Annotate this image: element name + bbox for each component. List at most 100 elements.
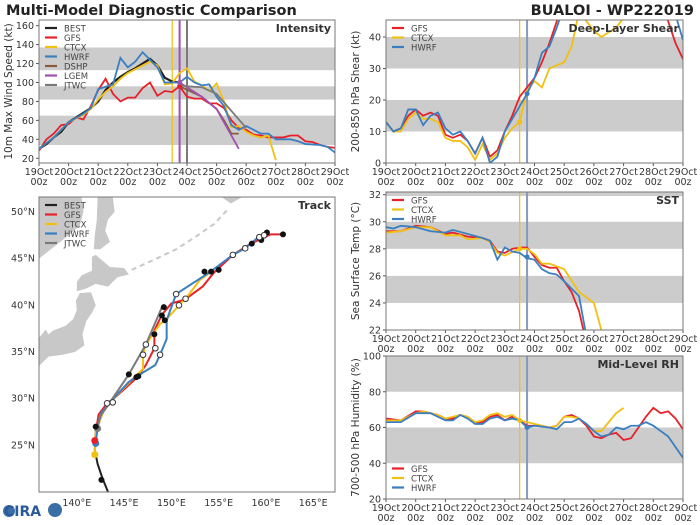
intensity-series-hwrf [39,50,335,154]
track-lon-tick: 150°E [157,498,186,509]
sst-xtick-hour: 00z [496,344,513,355]
intensity-xtick-day: 27Oct [262,167,291,178]
intensity-xtick-hour: 00z [267,177,284,188]
sst-xtick-hour: 00z [526,344,543,355]
shear-xtick-hour: 00z [496,177,513,188]
shear-xtick-day: 20Oct [401,167,430,178]
shear-series-hwrf [386,20,683,163]
track-point-open [260,231,268,239]
rh-xtick-hour: 00z [556,513,573,524]
sst-xtick-hour: 00z [674,344,691,355]
rh-ytick-label: 100 [363,352,381,363]
rh-xtick-day: 19Oct [372,503,401,514]
track-lat-tick: 35°N [11,347,35,358]
intensity-init-marker-lgem [177,80,183,86]
logo-globe-icon [3,505,15,517]
shear-frame [385,19,684,164]
intensity-xtick-hour: 00z [119,177,136,188]
shear-xtick-day: 21Oct [431,167,460,178]
land-mass [76,254,129,292]
intensity-xtick-day: 28Oct [291,167,320,178]
legend-label-hwrf: HWRF [64,230,90,240]
track-point-open [229,251,237,259]
sst-panel-title: SST [656,194,679,207]
intensity-xtick-hour: 00z [297,177,314,188]
track-point-filled [201,268,208,275]
sst-xtick-day: 27Oct [609,334,638,345]
legend-label-lgem: LGEM [64,72,88,82]
intensity-ytick-label: 160 [16,21,34,32]
shear-ytick-label: 0 [375,159,381,170]
shear-ytick-label: 10 [369,127,381,138]
sst-xtick-day: 22Oct [461,334,490,345]
rh-ytick-label: 60 [369,423,381,434]
legend-label-ctcx: CTCX [411,206,434,216]
rh-xtick-day: 25Oct [550,503,579,514]
shear-xtick-day: 24Oct [520,167,549,178]
rh-xtick-day: 27Oct [609,503,638,514]
shear-shaded-band [386,37,683,69]
track-point-open [142,341,150,348]
shear-panel-title: Deep-Layer Shear [568,22,679,35]
rh-frame [385,355,684,500]
legend-label-best: BEST [64,202,87,212]
track-lat-tick: 25°N [11,440,35,451]
logo-wave-icon [48,503,62,517]
rh-shaded-band [386,356,683,392]
track-point-open [172,290,180,298]
track-start-gfs [91,437,99,445]
shear-xtick-hour: 00z [556,177,573,188]
shear-xtick-day: 25Oct [550,167,579,178]
sst-ytick-label: 26 [369,271,381,282]
legend-label-ctcx: CTCX [64,44,87,54]
track-lon-tick: 140°E [62,498,91,509]
shear-shaded-band [386,100,683,132]
intensity-ytick-label: 40 [22,135,34,146]
shear-xtick-day: 19Oct [372,167,401,178]
land-mass [221,197,243,204]
track-point-filled [92,423,99,430]
legend-label-hwrf: HWRF [411,216,437,226]
legend-label-gfs: GFS [64,211,81,221]
rh-series-hwrf [386,412,683,459]
rh-ylabel: 700-500 hPa Humidity (%) [350,358,362,497]
intensity-plot-area [39,20,335,163]
sst-xtick-day: 20Oct [401,334,430,345]
track-point-open [109,399,117,406]
sst-xtick-hour: 00z [556,344,573,355]
track-point-filled [151,331,158,338]
intensity-panel-title: Intensity [276,22,331,35]
rh-xtick-day: 22Oct [461,503,490,514]
sst-frame [385,191,684,331]
intensity-xtick-hour: 00z [208,177,225,188]
track-lat-tick: 40°N [11,300,35,311]
intensity-ytick-label: 100 [16,78,34,89]
track-point-open [139,351,147,359]
shear-xtick-day: 26Oct [580,167,609,178]
shear-xtick-hour: 00z [615,177,632,188]
rh-ytick-label: 20 [369,495,381,506]
intensity-xtick-day: 26Oct [232,167,261,178]
shear-init-marker-hwrf [524,91,530,97]
intensity-panel: 2040608010012014016019Oct00z20Oct00z21Oc… [3,19,350,188]
intensity-xtick-day: 25Oct [202,167,231,178]
rh-ytick-label: 40 [369,459,381,470]
rh-xtick-hour: 00z [645,513,662,524]
track-point-filled [160,304,167,311]
sst-panel: 22242628303219Oct00z20Oct00z21Oct00z22Oc… [350,190,698,355]
sst-xtick-day: 28Oct [639,334,668,345]
shear-init-marker-ctcx [517,119,523,125]
sst-ylabel: Sea Surface Temp (°C) [350,202,362,320]
track-point-filled [161,317,168,324]
track-lon-tick: 165°E [299,498,328,509]
sst-ytick-label: 24 [369,298,381,309]
track-lon-tick: 145°E [110,498,139,509]
rh-xtick-hour: 00z [437,513,454,524]
sst-xtick-day: 29Oct [669,334,698,345]
rh-xtick-day: 28Oct [639,503,668,514]
legend-label-gfs: GFS [411,25,428,35]
rh-xtick-hour: 00z [496,513,513,524]
legend-label-dshp: DSHP [64,63,87,73]
